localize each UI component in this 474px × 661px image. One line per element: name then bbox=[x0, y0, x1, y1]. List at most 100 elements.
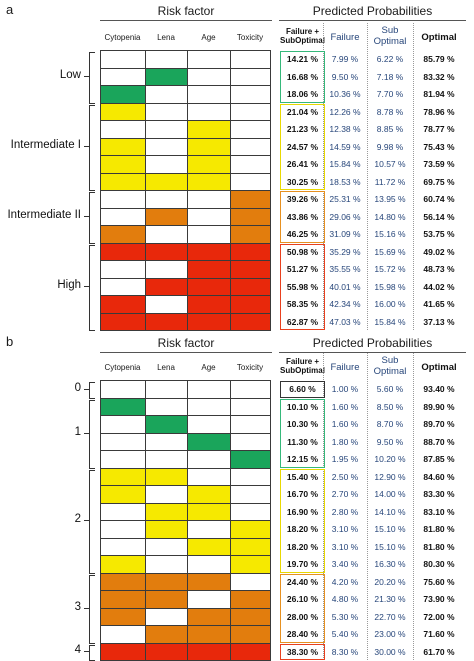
risk-cell bbox=[146, 51, 188, 69]
failure-value: 14.59 % bbox=[324, 142, 366, 152]
failure-value: 47.03 % bbox=[324, 317, 366, 327]
risk-cell bbox=[146, 208, 188, 226]
optimal-value: 93.40 % bbox=[414, 384, 464, 394]
risk-cell bbox=[101, 381, 146, 399]
risk-cell bbox=[188, 68, 231, 86]
risk-cell bbox=[101, 191, 146, 209]
risk-cell bbox=[188, 486, 231, 504]
grid-row bbox=[101, 398, 271, 416]
grid-row bbox=[101, 468, 271, 486]
sub-optimal-value: 15.10 % bbox=[368, 542, 412, 552]
group-box bbox=[280, 644, 325, 661]
risk-cell bbox=[188, 538, 231, 556]
sub-optimal-value: 15.10 % bbox=[368, 524, 412, 534]
grid-row bbox=[101, 313, 271, 331]
risk-cell bbox=[146, 261, 188, 279]
optimal-value: 56.14 % bbox=[414, 212, 464, 222]
optimal-value: 69.75 % bbox=[414, 177, 464, 187]
group-brace bbox=[89, 192, 95, 244]
group-label: 1 bbox=[75, 426, 81, 438]
risk-cell bbox=[146, 398, 188, 416]
failure-value: 10.36 % bbox=[324, 89, 366, 99]
risk-cell bbox=[231, 381, 271, 399]
optimal-value: 85.79 % bbox=[414, 54, 464, 64]
risk-cell bbox=[146, 503, 188, 521]
group-label: Low bbox=[60, 69, 81, 81]
risk-cell bbox=[101, 208, 146, 226]
grid-row bbox=[101, 68, 271, 86]
failure-value: 15.84 % bbox=[324, 159, 366, 169]
factor-column-header: Age bbox=[187, 33, 230, 42]
risk-cell bbox=[188, 468, 231, 486]
risk-cell bbox=[146, 643, 188, 661]
grid-row bbox=[101, 556, 271, 574]
sub-optimal-value: 14.10 % bbox=[368, 507, 412, 517]
risk-cell bbox=[231, 208, 271, 226]
sub-optimal-value: 12.90 % bbox=[368, 472, 412, 482]
risk-cell bbox=[188, 608, 231, 626]
predicted-probabilities-title: Predicted Probabilities bbox=[279, 4, 466, 21]
risk-cell bbox=[101, 433, 146, 451]
risk-cell bbox=[231, 573, 271, 591]
risk-cell bbox=[101, 398, 146, 416]
failure-value: 2.70 % bbox=[324, 489, 366, 499]
optimal-value: 60.74 % bbox=[414, 194, 464, 204]
optimal-value: 80.30 % bbox=[414, 559, 464, 569]
risk-cell bbox=[101, 296, 146, 314]
risk-cell bbox=[188, 191, 231, 209]
factor-column-header: Cytopenia bbox=[100, 33, 145, 42]
grid-row bbox=[101, 278, 271, 296]
risk-cell bbox=[231, 433, 271, 451]
optimal-value: 83.32 % bbox=[414, 72, 464, 82]
risk-cell bbox=[101, 468, 146, 486]
risk-cell bbox=[101, 86, 146, 104]
sub-optimal-value: 30.00 % bbox=[368, 647, 412, 657]
risk-cell bbox=[146, 381, 188, 399]
sub-optimal-header: Sub Optimal bbox=[372, 355, 408, 377]
failure-value: 5.30 % bbox=[324, 612, 366, 622]
risk-cell bbox=[231, 591, 271, 609]
failure-value: 42.34 % bbox=[324, 299, 366, 309]
risk-cell bbox=[188, 626, 231, 644]
group-label: Intermediate II bbox=[7, 209, 81, 221]
risk-cell bbox=[188, 556, 231, 574]
grid-row bbox=[101, 416, 271, 434]
failure-value: 35.55 % bbox=[324, 264, 366, 274]
optimal-value: 44.02 % bbox=[414, 282, 464, 292]
failure-value: 31.09 % bbox=[324, 229, 366, 239]
risk-cell bbox=[188, 121, 231, 139]
risk-cell bbox=[231, 191, 271, 209]
risk-cell bbox=[231, 296, 271, 314]
grid-row bbox=[101, 261, 271, 279]
risk-cell bbox=[231, 486, 271, 504]
risk-cell bbox=[231, 173, 271, 191]
sub-optimal-value: 16.30 % bbox=[368, 559, 412, 569]
sub-optimal-value: 16.00 % bbox=[368, 299, 412, 309]
panel-label: b bbox=[6, 334, 13, 349]
risk-cell bbox=[101, 68, 146, 86]
risk-cell bbox=[146, 191, 188, 209]
grid-row bbox=[101, 643, 271, 661]
group-box bbox=[280, 51, 325, 103]
risk-cell bbox=[231, 556, 271, 574]
risk-cell bbox=[101, 503, 146, 521]
group-brace-tip bbox=[84, 608, 90, 609]
sub-optimal-value: 15.69 % bbox=[368, 247, 412, 257]
group-box bbox=[280, 381, 325, 398]
grid-row bbox=[101, 451, 271, 469]
risk-cell bbox=[231, 608, 271, 626]
grid-row bbox=[101, 503, 271, 521]
optimal-value: 61.70 % bbox=[414, 647, 464, 657]
risk-cell bbox=[188, 86, 231, 104]
risk-factor-title: Risk factor bbox=[100, 4, 272, 21]
sub-optimal-value: 15.16 % bbox=[368, 229, 412, 239]
grid-row bbox=[101, 208, 271, 226]
risk-cell bbox=[188, 313, 231, 331]
risk-cell bbox=[101, 313, 146, 331]
failure-value: 35.29 % bbox=[324, 247, 366, 257]
risk-cell bbox=[231, 86, 271, 104]
failure-value: 9.50 % bbox=[324, 72, 366, 82]
group-brace bbox=[89, 645, 95, 661]
risk-cell bbox=[231, 261, 271, 279]
risk-cell bbox=[188, 261, 231, 279]
